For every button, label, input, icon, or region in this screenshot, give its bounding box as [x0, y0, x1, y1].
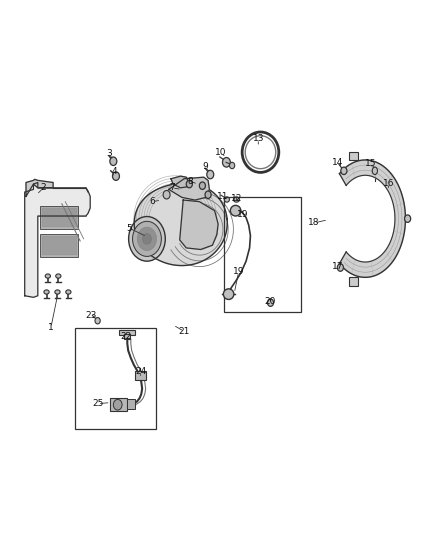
- Polygon shape: [26, 179, 53, 196]
- Ellipse shape: [372, 167, 378, 174]
- Text: 7: 7: [169, 183, 175, 192]
- Text: 5: 5: [127, 224, 132, 233]
- Ellipse shape: [138, 227, 156, 251]
- Text: 11: 11: [217, 192, 228, 201]
- Text: 16: 16: [383, 179, 394, 188]
- Ellipse shape: [163, 190, 170, 199]
- Bar: [127, 399, 135, 409]
- Ellipse shape: [207, 170, 214, 179]
- Text: 22: 22: [121, 332, 132, 341]
- Text: 17: 17: [332, 262, 343, 271]
- Ellipse shape: [66, 290, 71, 294]
- Ellipse shape: [56, 274, 61, 278]
- Ellipse shape: [95, 318, 100, 324]
- Ellipse shape: [233, 197, 240, 202]
- Text: 4: 4: [111, 167, 117, 176]
- Text: 15: 15: [365, 159, 377, 168]
- Bar: [224, 197, 300, 312]
- Bar: [42, 236, 77, 255]
- Ellipse shape: [405, 215, 411, 222]
- Polygon shape: [171, 176, 188, 188]
- Polygon shape: [169, 177, 209, 200]
- Text: 19: 19: [237, 210, 249, 219]
- Ellipse shape: [186, 180, 192, 188]
- Ellipse shape: [133, 221, 161, 256]
- Bar: [120, 330, 135, 335]
- Ellipse shape: [223, 289, 234, 300]
- Polygon shape: [180, 200, 218, 249]
- Bar: [40, 233, 78, 257]
- Bar: [40, 206, 78, 229]
- Text: 6: 6: [150, 197, 155, 206]
- Ellipse shape: [224, 197, 230, 202]
- Ellipse shape: [44, 290, 49, 294]
- Text: 13: 13: [253, 134, 264, 143]
- Ellipse shape: [341, 167, 347, 174]
- Ellipse shape: [199, 182, 205, 189]
- Bar: [135, 371, 146, 379]
- Ellipse shape: [113, 172, 120, 180]
- Bar: [350, 151, 358, 160]
- Text: 9: 9: [202, 162, 208, 171]
- Text: 12: 12: [231, 194, 242, 203]
- Text: 20: 20: [265, 296, 276, 305]
- Text: 18: 18: [308, 219, 320, 228]
- Text: 21: 21: [178, 327, 190, 336]
- Ellipse shape: [337, 264, 343, 271]
- Text: 23: 23: [86, 311, 97, 320]
- Text: 19: 19: [233, 268, 244, 276]
- Text: 25: 25: [92, 399, 103, 408]
- Bar: [75, 328, 155, 429]
- Text: 2: 2: [41, 183, 46, 192]
- Ellipse shape: [113, 399, 122, 410]
- Bar: [124, 334, 131, 340]
- Text: 8: 8: [188, 177, 194, 186]
- Text: 24: 24: [136, 367, 147, 376]
- Bar: [350, 277, 358, 286]
- Text: 10: 10: [215, 148, 227, 157]
- Polygon shape: [134, 183, 227, 265]
- Ellipse shape: [223, 158, 230, 167]
- Ellipse shape: [268, 299, 274, 306]
- Ellipse shape: [129, 216, 165, 261]
- Ellipse shape: [110, 157, 117, 165]
- Polygon shape: [25, 182, 90, 297]
- Polygon shape: [339, 160, 406, 277]
- Ellipse shape: [230, 205, 241, 216]
- Text: 3: 3: [106, 149, 112, 158]
- Bar: [42, 208, 77, 227]
- Text: 14: 14: [332, 158, 343, 167]
- Ellipse shape: [205, 191, 211, 198]
- Bar: [110, 398, 127, 411]
- Ellipse shape: [55, 290, 60, 294]
- Ellipse shape: [143, 233, 151, 244]
- Ellipse shape: [45, 274, 50, 278]
- Ellipse shape: [230, 163, 235, 168]
- Text: 1: 1: [48, 323, 54, 332]
